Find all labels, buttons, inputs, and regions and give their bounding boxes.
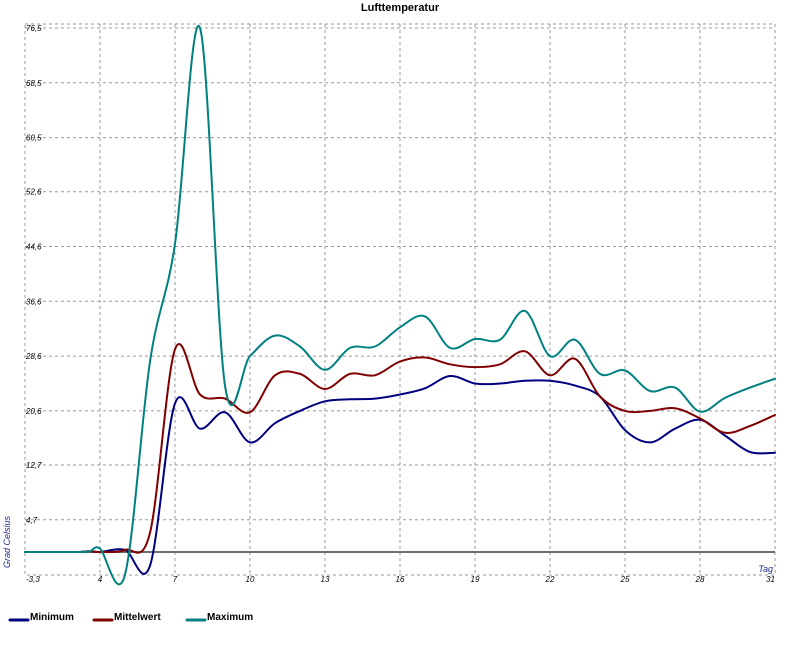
y-tick-label: 20,6 xyxy=(25,407,42,416)
y-tick-label: 28,6 xyxy=(25,352,42,361)
series-line-maximum xyxy=(24,24,776,586)
y-tick-label: 68,5 xyxy=(26,79,42,88)
plot-lines xyxy=(24,24,776,586)
x-tick-labels: -3,3 4 7 10 13 16 19 22 25 28 31 xyxy=(26,575,775,584)
x-tick-label: 4 xyxy=(98,575,103,584)
legend-item-mittelwert[interactable]: Mittelwert xyxy=(92,612,161,623)
legend[interactable]: Minimum Mittelwert Maximum xyxy=(8,612,253,623)
x-tick-label: 16 xyxy=(396,575,405,584)
y-tick-label: 60,5 xyxy=(26,134,42,143)
y-tick-labels: 4,7 12,7 20,6 28,6 36,6 44,6 52,6 60,5 68,5 76,5 xyxy=(25,24,42,525)
grid xyxy=(24,23,776,576)
y-tick-label: 52,6 xyxy=(26,188,42,197)
x-tick-label: 10 xyxy=(246,575,255,584)
x-tick-label: 13 xyxy=(321,575,330,584)
y-tick-label: 76,5 xyxy=(26,24,42,33)
series-line-mittelwert xyxy=(24,343,776,554)
y-axis-label: Grad Celsius xyxy=(2,515,12,568)
x-tick-label: -3,3 xyxy=(26,575,40,584)
y-tick-label: 4,7 xyxy=(26,516,38,525)
legend-label: Mittelwert xyxy=(114,612,161,623)
x-axis-label: Tag xyxy=(758,564,773,574)
legend-item-maximum[interactable]: Maximum xyxy=(185,612,253,623)
chart-title: Lufttemperatur xyxy=(361,2,440,14)
legend-label: Minimum xyxy=(30,612,74,623)
y-tick-label: 44,6 xyxy=(26,243,42,252)
x-tick-label: 28 xyxy=(695,575,705,584)
x-tick-label: 19 xyxy=(471,575,480,584)
y-tick-label: 36,6 xyxy=(26,297,42,306)
x-tick-label: 31 xyxy=(766,575,775,584)
x-tick-label: 25 xyxy=(620,575,630,584)
legend-item-minimum[interactable]: Minimum xyxy=(8,612,74,623)
legend-label: Maximum xyxy=(207,612,253,623)
x-tick-label: 7 xyxy=(173,575,178,584)
x-tick-label: 22 xyxy=(545,575,555,584)
y-tick-label: 12,7 xyxy=(26,461,42,470)
series-line-minimum xyxy=(24,374,776,575)
